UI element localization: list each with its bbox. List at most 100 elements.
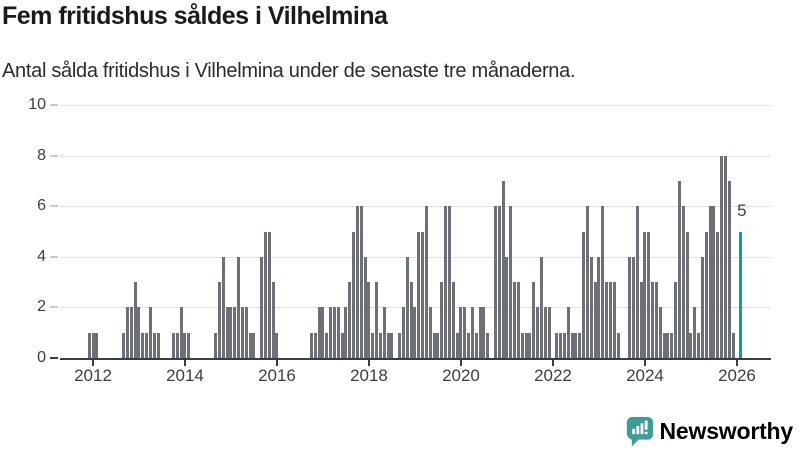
bar: [417, 231, 421, 358]
bar: [539, 256, 543, 358]
bar: [413, 307, 417, 358]
bar: [628, 256, 632, 358]
bar: [252, 332, 256, 358]
bar: [87, 332, 91, 358]
bar: [720, 155, 724, 358]
x-tick-mark-2020: [459, 360, 462, 366]
bar: [321, 307, 325, 358]
bar: [616, 332, 620, 358]
bar: [152, 332, 156, 358]
bar: [486, 332, 490, 358]
y-axis-label-10: 10: [28, 96, 46, 113]
bar: [593, 282, 597, 358]
bar: [440, 282, 444, 358]
bar: [240, 307, 244, 358]
bar: [175, 332, 179, 358]
bar: [217, 282, 221, 358]
bar: [631, 256, 635, 358]
y-tick-mark-0: [50, 357, 58, 359]
bar: [509, 206, 513, 358]
bar: [643, 231, 647, 358]
bar: [677, 180, 681, 358]
chart-title: Fem fritidshus såldes i Vilhelmina: [2, 2, 388, 30]
bar: [555, 332, 559, 358]
bar: [716, 231, 720, 358]
bar: [355, 206, 359, 358]
x-tick-mark-2026: [735, 360, 738, 366]
newsworthy-logo-text: Newsworthy: [659, 417, 794, 444]
bar: [137, 307, 141, 358]
bar: [704, 231, 708, 358]
bar: [532, 282, 536, 358]
bar: [597, 256, 601, 358]
bar: [697, 332, 701, 358]
newsworthy-logo-icon: [626, 416, 653, 446]
bar: [317, 307, 321, 358]
bar: [424, 206, 428, 358]
x-axis-label-2016: 2016: [258, 366, 296, 385]
bar: [605, 282, 609, 358]
bar: [455, 332, 459, 358]
y-tick-mark-10: [50, 104, 58, 106]
bar: [95, 332, 99, 358]
bar: [635, 206, 639, 358]
bar: [275, 332, 279, 358]
bar: [505, 256, 509, 358]
bar: [674, 282, 678, 358]
bar: [639, 282, 643, 358]
bar: [363, 256, 367, 358]
bar: [693, 307, 697, 358]
y-axis-label-0: 0: [37, 349, 46, 366]
bar: [459, 307, 463, 358]
gridline-y8: [60, 155, 771, 157]
bar: [516, 282, 520, 358]
bar: [237, 256, 241, 358]
bar: [536, 307, 540, 358]
bar: [608, 282, 612, 358]
bar: [214, 332, 218, 358]
x-axis-label-2012: 2012: [74, 366, 112, 385]
bar: [658, 307, 662, 358]
bar: [662, 332, 666, 358]
bar: [731, 332, 735, 358]
bar: [547, 307, 551, 358]
bar: [447, 206, 451, 358]
x-tick-mark-2022: [551, 360, 554, 366]
bar: [582, 231, 586, 358]
bar: [528, 332, 532, 358]
bar: [371, 332, 375, 358]
y-axis-label-6: 6: [37, 197, 46, 215]
bar: [401, 307, 405, 358]
bar: [654, 282, 658, 358]
x-axis-label-2014: 2014: [166, 366, 204, 385]
bar: [670, 332, 674, 358]
bar: [612, 282, 616, 358]
x-axis-label-2026: 2026: [718, 366, 756, 385]
bar: [382, 307, 386, 358]
bar: [260, 256, 264, 358]
bar: [183, 332, 187, 358]
bar: [405, 256, 409, 358]
bar: [133, 282, 137, 358]
bar: [463, 307, 467, 358]
bar: [689, 332, 693, 358]
bar: [409, 282, 413, 358]
bar: [340, 332, 344, 358]
bar: [187, 332, 191, 358]
x-axis-label-2020: 2020: [442, 366, 480, 385]
bar: [332, 307, 336, 358]
bar: [248, 332, 252, 358]
chart-subtitle: Antal sålda fritidshus i Vilhelmina unde…: [2, 60, 576, 82]
bar: [543, 307, 547, 358]
bar: [125, 307, 129, 358]
bar: [570, 332, 574, 358]
bar: [148, 307, 152, 358]
bar: [666, 332, 670, 358]
bar: [378, 332, 382, 358]
bar: [428, 307, 432, 358]
bar: [520, 332, 524, 358]
bar: [129, 307, 133, 358]
bar: [141, 332, 145, 358]
bar: [367, 282, 371, 358]
